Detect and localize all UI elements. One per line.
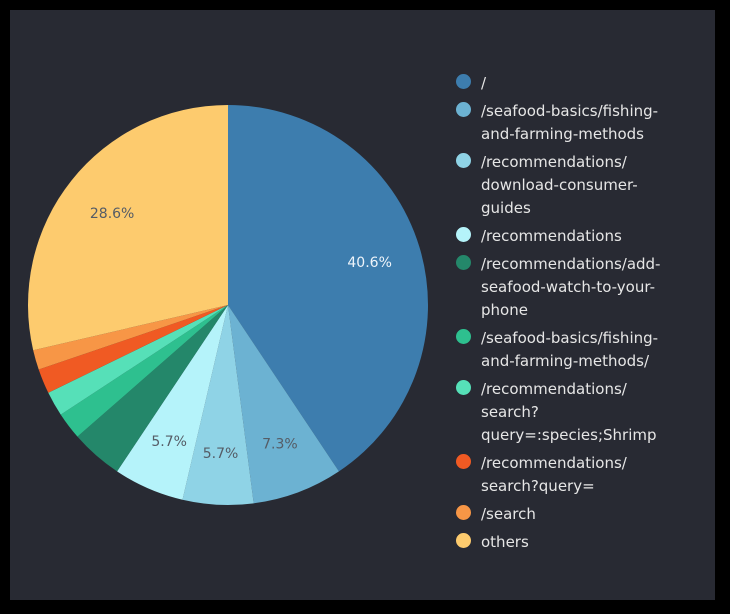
legend-item-5[interactable]: /seafood-basics/fishing-and-farming-meth… xyxy=(456,327,706,373)
chart-legend: / /seafood-basics/fishing-and-farming-met… xyxy=(456,72,706,559)
slice-label-1: 7.3% xyxy=(262,437,298,453)
legend-swatch-icon xyxy=(456,380,471,395)
slice-label-9: 28.6% xyxy=(90,206,134,222)
pie-slice-6[interactable] xyxy=(48,305,228,415)
legend-item-0[interactable]: / xyxy=(456,72,706,95)
legend-label: /recommendations xyxy=(481,227,622,245)
legend-item-2[interactable]: /recommendations/download-consumer-guide… xyxy=(456,151,706,220)
legend-item-9[interactable]: others xyxy=(456,531,706,554)
pie-slice-5[interactable] xyxy=(60,305,228,437)
legend-swatch-icon xyxy=(456,533,471,548)
legend-swatch-icon xyxy=(456,255,471,270)
legend-label: /recommendations/add-seafood-watch-to-yo… xyxy=(481,255,661,319)
pie-chart: 40.6% 7.3% 5.7% 5.7% 28.6% xyxy=(27,105,428,505)
slice-label-3: 5.7% xyxy=(151,434,187,450)
pie-slice-9[interactable] xyxy=(27,105,228,351)
legend-item-8[interactable]: /search xyxy=(456,503,706,526)
legend-swatch-icon xyxy=(456,153,471,168)
pie-slice-1[interactable] xyxy=(228,305,339,504)
legend-label: /recommendations/search? query=:species;S… xyxy=(481,380,657,444)
legend-label: others xyxy=(481,533,529,551)
slice-label-0: 40.6% xyxy=(347,255,391,271)
legend-swatch-icon xyxy=(456,102,471,117)
legend-label: / xyxy=(481,74,487,92)
legend-label: /search xyxy=(481,505,536,523)
legend-label: /seafood-basics/fishing-and-farming-meth… xyxy=(481,329,659,370)
pie-slice-8[interactable] xyxy=(33,305,228,370)
chart-panel: 40.6% 7.3% 5.7% 5.7% 28.6% / /seafood-basics/… xyxy=(10,10,715,600)
legend-label: /recommendations/search?query= xyxy=(481,454,627,495)
pie-slice-4[interactable] xyxy=(77,305,229,472)
legend-label: /seafood-basics/fishing-and-farming-meth… xyxy=(481,102,659,143)
legend-item-4[interactable]: /recommendations/add-seafood-watch-to-yo… xyxy=(456,253,706,322)
slice-label-2: 5.7% xyxy=(203,446,239,462)
legend-swatch-icon xyxy=(456,454,471,469)
legend-item-1[interactable]: /seafood-basics/fishing-and-farming-meth… xyxy=(456,100,706,146)
legend-swatch-icon xyxy=(456,74,471,89)
pie-slice-7[interactable] xyxy=(38,305,228,393)
pie-slice-2[interactable] xyxy=(182,305,254,505)
pie-slice-0[interactable] xyxy=(228,105,428,472)
legend-item-3[interactable]: /recommendations xyxy=(456,225,706,248)
legend-item-7[interactable]: /recommendations/search?query= xyxy=(456,452,706,498)
legend-label: /recommendations/download-consumer-guide… xyxy=(481,153,638,217)
pie-slice-3[interactable] xyxy=(117,305,228,500)
legend-swatch-icon xyxy=(456,329,471,344)
legend-item-6[interactable]: /recommendations/search? query=:species;S… xyxy=(456,378,706,447)
legend-swatch-icon xyxy=(456,505,471,520)
legend-swatch-icon xyxy=(456,227,471,242)
